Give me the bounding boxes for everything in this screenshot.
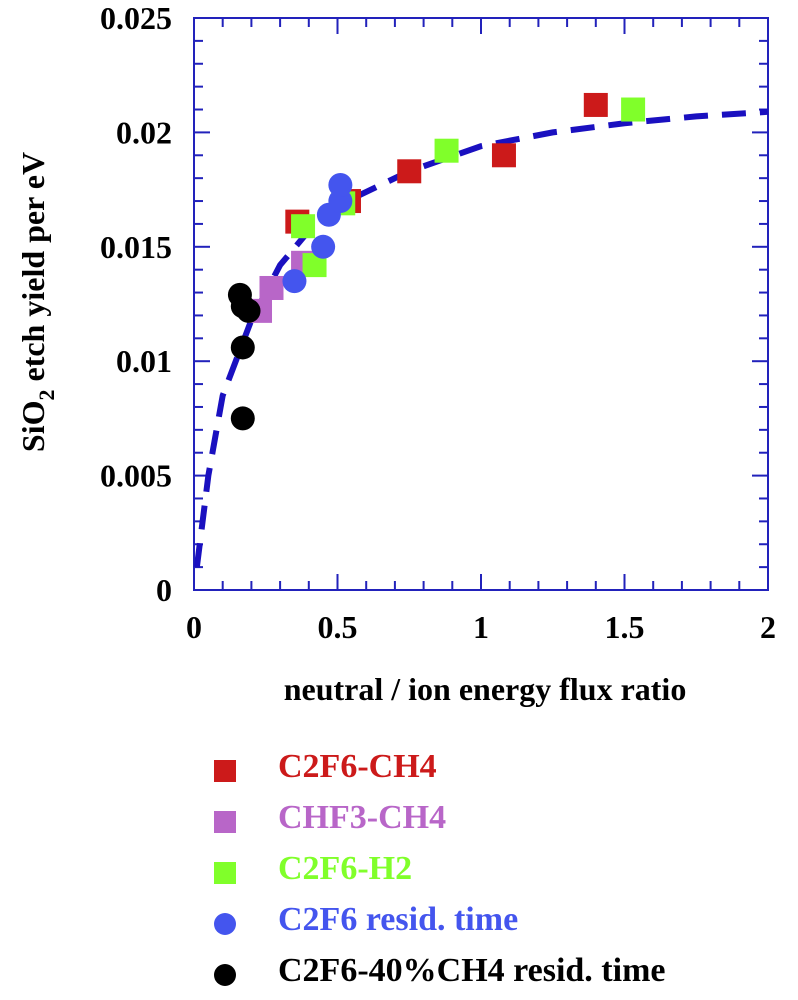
legend-marker: [214, 811, 236, 833]
data-point: [230, 335, 255, 360]
legend-label: CHF3-CH4: [278, 799, 447, 836]
data-point: [259, 275, 284, 300]
legend-label: C2F6-H2: [278, 850, 413, 887]
y-tick-label: 0.02: [116, 114, 172, 150]
legend-marker: [214, 913, 236, 935]
x-tick-label: 0: [186, 609, 202, 645]
data-point: [621, 97, 646, 122]
data-point: [230, 406, 255, 431]
y-tick-label: 0.005: [100, 458, 172, 494]
legend-label: C2F6-40%CH4 resid. time: [278, 952, 666, 989]
x-tick-label: 0.5: [318, 609, 358, 645]
legend-marker: [214, 862, 236, 884]
legend-marker: [214, 760, 236, 782]
data-point: [328, 173, 353, 198]
plot-frame: [193, 17, 769, 591]
y-tick-label: 0.01: [116, 343, 172, 379]
legend-marker: [214, 964, 236, 986]
y-tick-label: 0: [156, 572, 172, 608]
y-axis-label: SiO2 etch yield per eV: [15, 152, 59, 452]
legend-label: C2F6-CH4: [278, 748, 437, 785]
data-point: [291, 214, 316, 239]
x-axis-label: neutral / ion energy flux ratio: [284, 671, 687, 707]
data-point: [583, 92, 608, 117]
x-tick-label: 1.5: [605, 609, 645, 645]
y-tick-label: 0.015: [100, 229, 172, 265]
y-tick-label: 0.025: [100, 0, 172, 36]
data-point: [282, 269, 307, 294]
data-point: [236, 298, 261, 323]
data-point: [397, 159, 422, 184]
x-tick-label: 1: [473, 609, 489, 645]
legend-label: C2F6 resid. time: [278, 901, 519, 938]
x-tick-label: 2: [760, 609, 776, 645]
data-point: [491, 143, 516, 168]
data-point: [434, 138, 459, 163]
fit-curve: [193, 108, 769, 568]
data-point: [311, 234, 336, 259]
